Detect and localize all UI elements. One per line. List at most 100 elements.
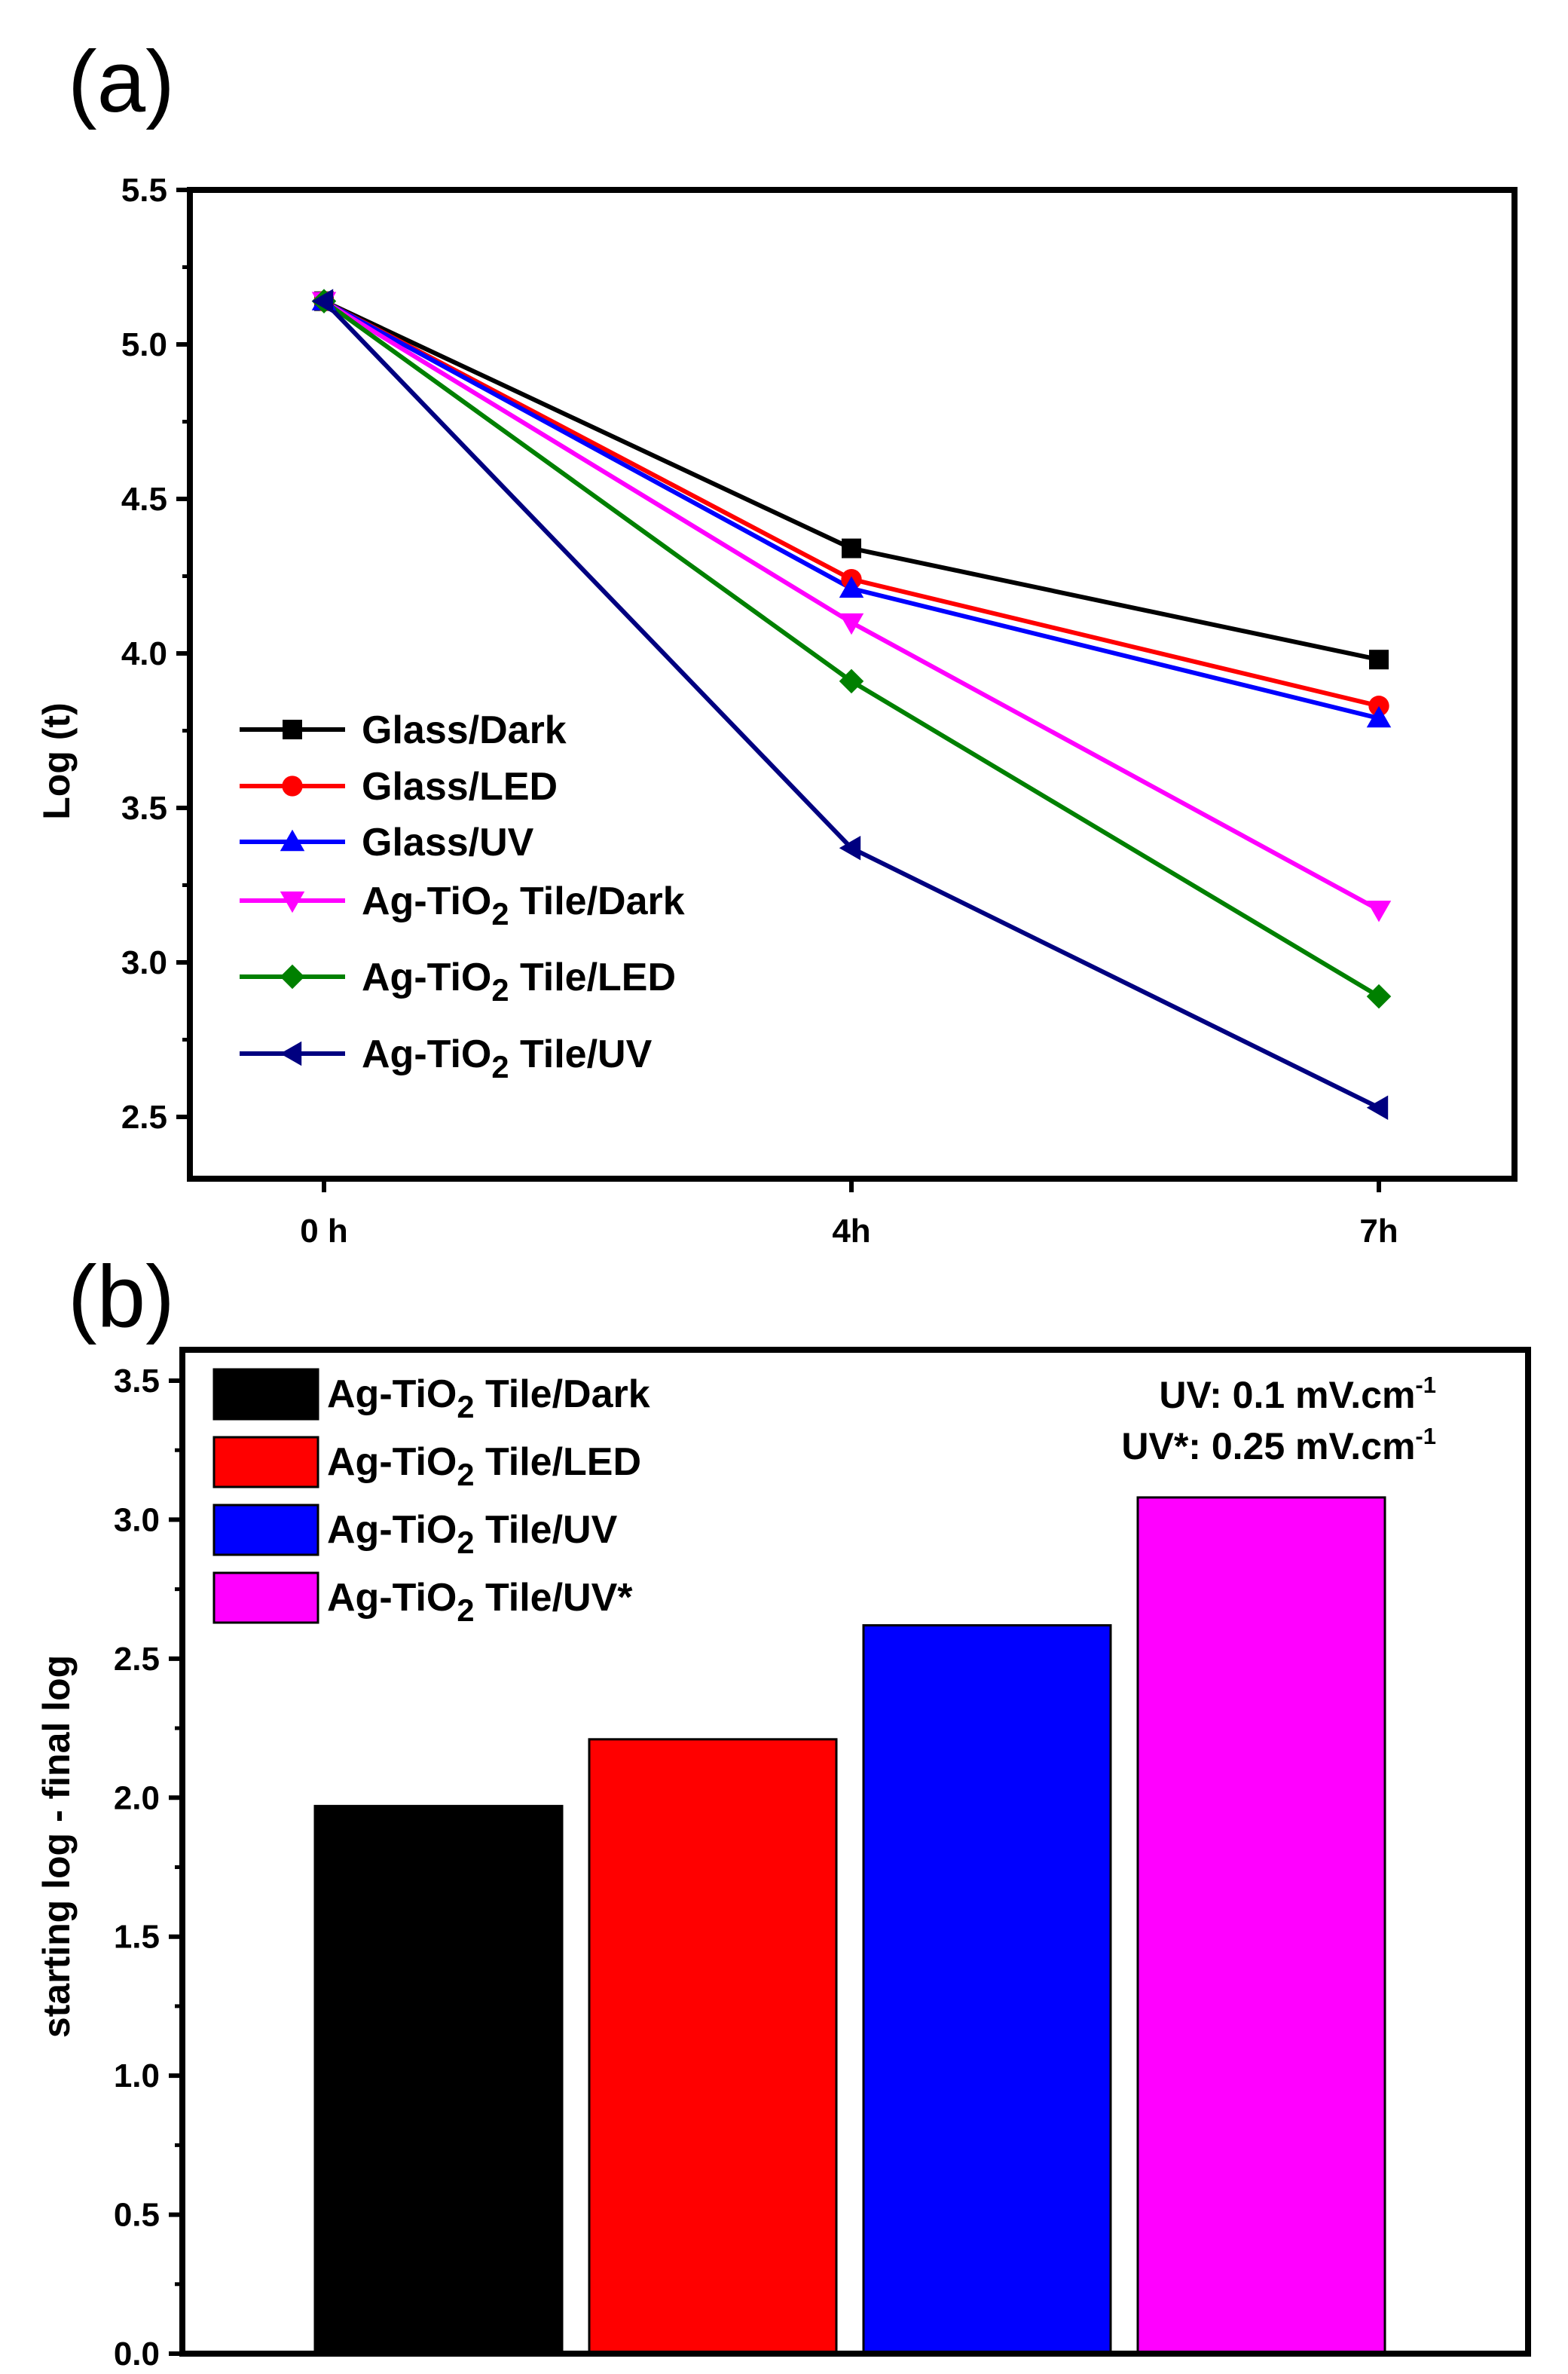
panel-a-legend-label-subscript: 2 xyxy=(491,972,509,1008)
panel-b-bars xyxy=(313,1496,1386,2355)
panel-a-data-point xyxy=(1369,650,1389,670)
panel-a-y-axis-title: Log (t) xyxy=(35,702,78,819)
panel-b-bar xyxy=(588,1738,838,2355)
panel-a-legend-label-text: Ag-TiO xyxy=(362,880,491,923)
panel-a-legend-label-subscript: 2 xyxy=(491,1049,509,1085)
panel-a-data-point xyxy=(842,538,861,558)
panel-b-annotation: UV*: 0.25 mV.cm-1 xyxy=(1121,1423,1436,1467)
panel-b-legend-swatch xyxy=(212,1368,319,1421)
panel-b-y-ticks: 0.0 0.5 1.0 1.5 2.0 2.5 3.0 3.5 xyxy=(114,1363,182,2372)
panel-b-annotations: UV: 0.1 mV.cm-1UV*: 0.25 mV.cm-1 xyxy=(1121,1372,1436,1467)
panel-b-y-tick-label: 0.5 xyxy=(114,2197,160,2234)
panel-a-series-line xyxy=(322,298,1380,662)
panel-b-y-tick-label: 3.0 xyxy=(114,1501,160,1538)
panel-b-y-tick-label: 1.0 xyxy=(114,2057,160,2094)
panel-b-legend-label-text: Ag-TiO xyxy=(327,1508,457,1552)
panel-b-annotation-superscript: -1 xyxy=(1415,1372,1436,1398)
panel-a-y-tick-label: 3.5 xyxy=(121,790,167,827)
panel-a-legend-label: Glass/LED xyxy=(362,765,558,809)
panel-b-legend-label-text-tail: Tile/LED xyxy=(475,1440,642,1484)
panel-a-legend-label-text: Glass/UV xyxy=(362,821,534,864)
panel-a-data-point xyxy=(1366,984,1392,1009)
panel-a-data-point xyxy=(1366,705,1392,728)
panel-b-y-tick-label: 1.5 xyxy=(114,1919,160,1956)
panel-a-y-tick-label: 4.5 xyxy=(121,481,167,518)
panel-b-legend-label-text: Ag-TiO xyxy=(327,1372,457,1416)
panel-b-legend-label-text: Ag-TiO xyxy=(327,1576,457,1620)
panel-a-legend-label-subscript: 2 xyxy=(491,896,509,932)
panel-a-data-point xyxy=(1366,901,1392,922)
panel-b-legend-label: Ag-TiO2 Tile/UV* xyxy=(327,1576,633,1628)
panel-b-y-tick-label: 2.0 xyxy=(114,1779,160,1816)
panel-a-legend-marker xyxy=(280,1041,302,1066)
panel-a-legend-label-text: Glass/LED xyxy=(362,765,558,809)
panel-b-bar xyxy=(1136,1496,1386,2355)
panel-a-data-point xyxy=(839,836,861,861)
panel-a-label: (a) xyxy=(68,32,175,130)
panel-b-y-tick-label: 2.5 xyxy=(114,1641,160,1678)
panel-a-legend-label-text-tail: Tile/UV xyxy=(509,1033,653,1076)
panel-a-legend-marker xyxy=(280,829,305,852)
panel-a-markers xyxy=(311,289,1392,1120)
panel-a-legend-marker xyxy=(282,776,303,797)
panel-b-annotation-text: UV*: 0.25 mV.cm xyxy=(1121,1425,1415,1467)
panel-a-legend-label-text: Ag-TiO xyxy=(362,956,491,999)
panel-b-annotation: UV: 0.1 mV.cm-1 xyxy=(1159,1372,1436,1416)
panel-b-bar xyxy=(862,1624,1112,2355)
panel-a-y-tick-label: 4.0 xyxy=(121,635,167,672)
panel-b-plot-frame xyxy=(179,1347,1531,2357)
panel-a-legend-label-text: Glass/Dark xyxy=(362,708,567,752)
panel-a-plot-frame xyxy=(187,187,1518,1182)
panel-b-legend-label-subscript: 2 xyxy=(457,1525,474,1560)
panel-a-x-tick-label: 7h xyxy=(1359,1213,1398,1250)
panel-b-legend-label-subscript: 2 xyxy=(457,1592,474,1628)
panel-a-legend-label: Glass/Dark xyxy=(362,708,567,752)
panel-b-legend-label-subscript: 2 xyxy=(457,1457,474,1492)
panel-b-legend-label: Ag-TiO2 Tile/LED xyxy=(327,1440,641,1492)
panel-b-label: (b) xyxy=(68,1247,175,1345)
panel-a-data-point xyxy=(839,668,864,694)
panel-b-legend-label-text-tail: Tile/Dark xyxy=(475,1372,650,1416)
panel-a-data-point xyxy=(311,289,334,314)
panel-a-y-tick-label: 3.0 xyxy=(121,944,167,981)
panel-a-y-tick-label: 5.0 xyxy=(121,326,167,363)
panel-a-y-ticks: 2.5 3.0 3.5 4.0 4.5 5.0 5.5 xyxy=(121,172,190,1136)
panel-a-y-tick-label: 5.5 xyxy=(121,172,167,209)
panel-a-legend-marker xyxy=(283,720,302,739)
panel-b-bar xyxy=(313,1804,564,2355)
panel-a-legend-label: Ag-TiO2 Tile/LED xyxy=(362,956,676,1008)
panel-a-legend-label: Glass/UV xyxy=(362,821,534,864)
panel-a-data-point xyxy=(1366,1095,1389,1120)
panel-a-data-point xyxy=(1368,696,1389,717)
panel-a-legend-label: Ag-TiO2 Tile/Dark xyxy=(362,880,685,932)
panel-a-legend-label-text: Ag-TiO xyxy=(362,1033,491,1076)
panel-a-data-point xyxy=(839,613,864,635)
panel-a-x-tick-label: 0 h xyxy=(300,1213,348,1250)
panel-a-x-ticks: 0 h 4h 7h xyxy=(300,1179,1398,1250)
panel-b-y-axis-title: starting log - final log xyxy=(35,1655,78,2038)
panel-b-legend-label-text: Ag-TiO xyxy=(327,1440,457,1484)
panel-b-legend-label-text-tail: Tile/UV* xyxy=(475,1576,634,1620)
panel-b-legend-label-subscript: 2 xyxy=(457,1389,474,1424)
panel-b-legend-label: Ag-TiO2 Tile/UV xyxy=(327,1508,618,1560)
panel-a-series-line xyxy=(322,298,1380,708)
panel-a-legend-marker xyxy=(280,891,305,913)
panel-a-legend-label-text-tail: Tile/LED xyxy=(509,956,677,999)
panel-b-y-tick-label: 3.5 xyxy=(114,1363,160,1400)
panel-b-legend-swatch xyxy=(212,1571,319,1624)
panel-a-data-point xyxy=(839,576,864,598)
panel-a-legend-label-text-tail: Tile/Dark xyxy=(509,880,685,923)
panel-b-annotation-text: UV: 0.1 mV.cm xyxy=(1159,1374,1415,1416)
panel-a-y-tick-label: 2.5 xyxy=(121,1099,167,1136)
panel-a-series-line xyxy=(322,299,1380,912)
panel-b-legend-swatch xyxy=(212,1504,319,1556)
panel-b-y-tick-label: 0.0 xyxy=(114,2336,160,2372)
panel-b-bar-chart: (b) starting log - final log 0.0 0.5 1.0 1.… xyxy=(35,1247,1531,2372)
panel-b-annotation-superscript: -1 xyxy=(1415,1423,1436,1449)
panel-a-x-tick-label: 4h xyxy=(832,1213,870,1250)
panel-a-legend-marker xyxy=(280,964,305,990)
panel-b-legend-swatch xyxy=(212,1436,319,1488)
